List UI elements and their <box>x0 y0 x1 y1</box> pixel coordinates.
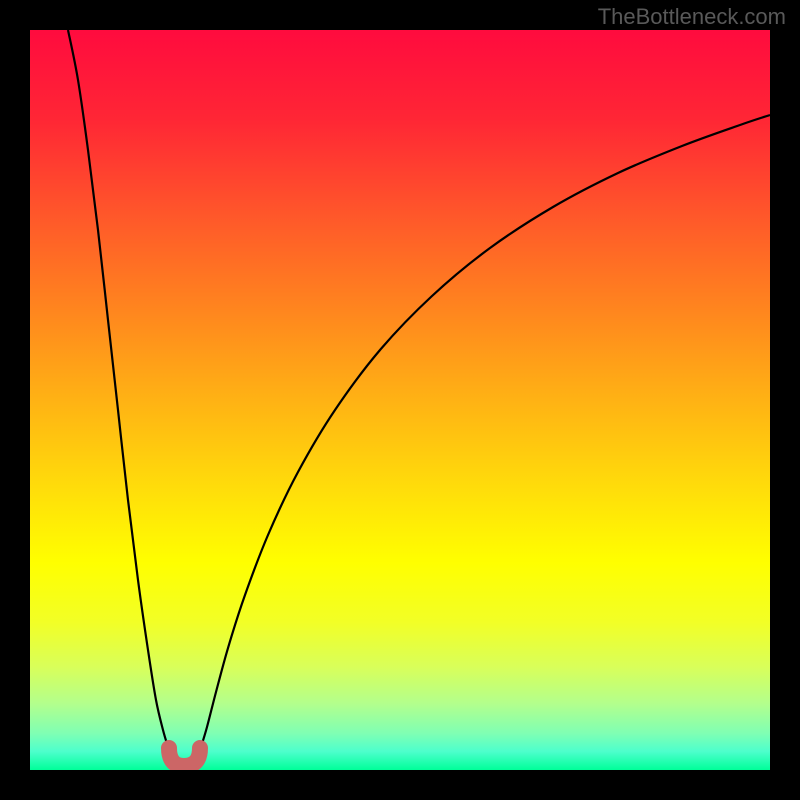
gradient-background <box>30 30 770 770</box>
chart-container: TheBottleneck.com <box>0 0 800 800</box>
watermark-text: TheBottleneck.com <box>598 4 786 30</box>
bottleneck-chart <box>0 0 800 800</box>
